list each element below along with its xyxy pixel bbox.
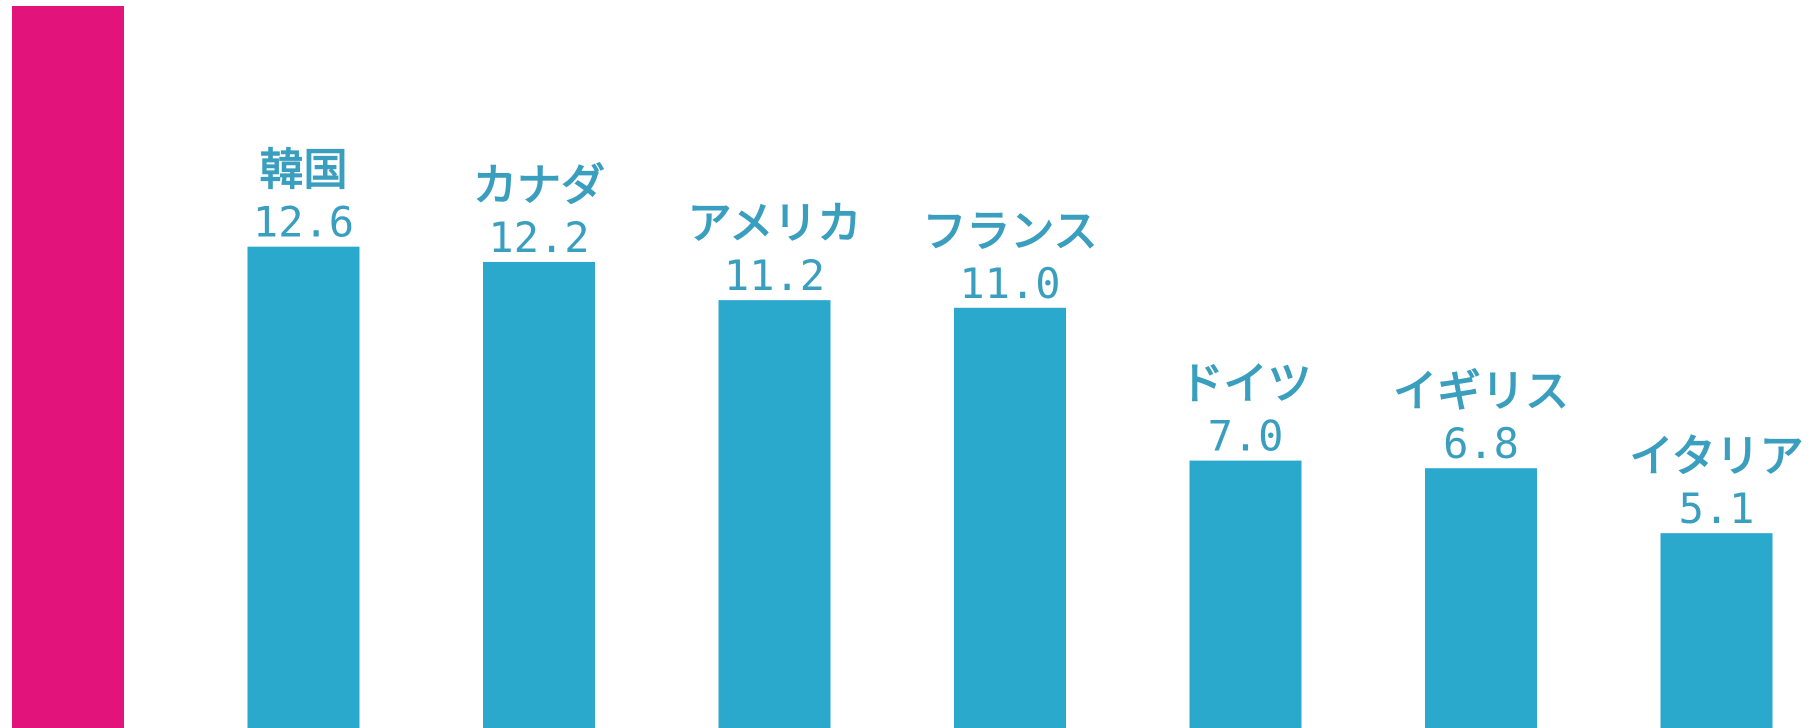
- bar-2: [483, 261, 595, 728]
- category-label-7: イタリア: [1629, 431, 1803, 482]
- bar-4: [954, 307, 1066, 728]
- category-label-5: ドイツ: [1180, 359, 1312, 410]
- value-label-7: 5.1: [1679, 484, 1755, 533]
- category-label-1: 韓国: [260, 145, 348, 196]
- bar-6: [1425, 468, 1537, 728]
- value-label-2: 12.2: [488, 213, 589, 262]
- bars-group: [12, 6, 1773, 728]
- value-label-3: 11.2: [724, 251, 825, 300]
- bar-1: [247, 246, 360, 728]
- category-label-3: アメリカ: [688, 198, 862, 249]
- bar-3: [718, 300, 831, 728]
- category-label-2: カナダ: [473, 160, 605, 211]
- value-label-6: 6.8: [1443, 419, 1519, 468]
- value-label-5: 7.0: [1208, 412, 1284, 461]
- value-label-4: 11.0: [959, 259, 1060, 308]
- category-label-6: イギリス: [1393, 366, 1569, 417]
- category-label-4: フランス: [922, 206, 1097, 257]
- bar-5: [1189, 460, 1302, 728]
- value-label-1: 12.6: [253, 198, 354, 247]
- bar-7: [1660, 533, 1773, 728]
- bar-highlight-cropped: [12, 6, 124, 728]
